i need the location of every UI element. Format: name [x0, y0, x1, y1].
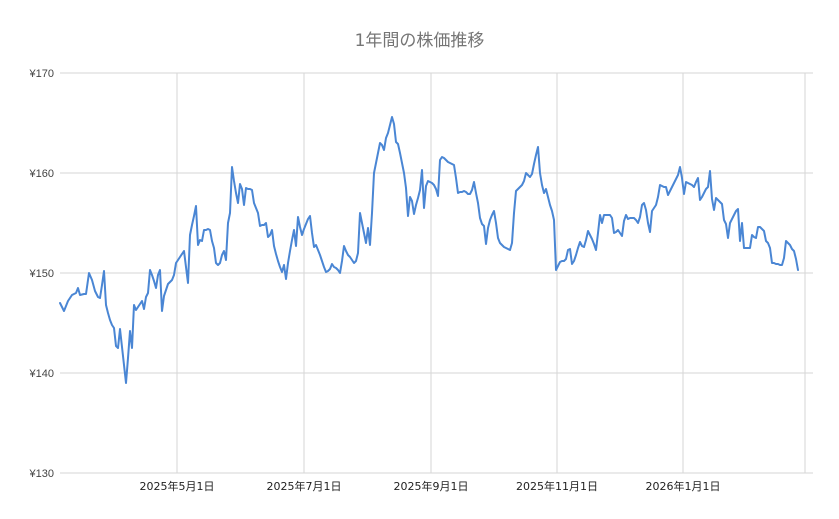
x-axis-ticks: 2025年5月1日 2025年7月1日 2025年9月1日 2025年11月1日 202… [140, 479, 721, 493]
gridlines [60, 72, 813, 474]
y-tick-label: ¥170 [29, 68, 54, 80]
y-tick-label: ¥130 [29, 468, 54, 480]
y-tick-label: ¥150 [29, 268, 54, 280]
x-tick-label: 2025年9月1日 [394, 479, 469, 493]
x-tick-label: 2026年1月1日 [646, 479, 721, 493]
x-tick-label: 2025年5月1日 [140, 479, 215, 493]
chart-title: 1年間の株価推移 [354, 31, 485, 51]
x-tick-label: 2025年7月1日 [267, 479, 342, 493]
y-tick-label: ¥160 [29, 168, 54, 180]
price-line [59, 116, 799, 384]
y-tick-label: ¥140 [29, 368, 54, 380]
y-axis-ticks: ¥130 ¥140 ¥150 ¥160 ¥170 [29, 68, 54, 480]
x-tick-label: 2025年11月1日 [516, 479, 598, 493]
